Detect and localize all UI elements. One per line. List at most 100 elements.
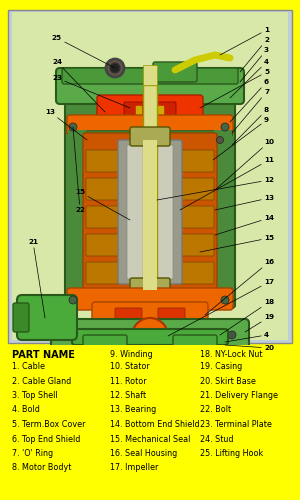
Text: 25: 25 xyxy=(52,35,115,68)
Text: 18. NY-Lock Nut: 18. NY-Lock Nut xyxy=(200,350,262,359)
Text: 3: 3 xyxy=(240,47,269,82)
Text: 20. Skirt Base: 20. Skirt Base xyxy=(200,376,256,386)
Text: 10. Stator: 10. Stator xyxy=(110,362,150,371)
FancyBboxPatch shape xyxy=(177,150,214,172)
Bar xyxy=(143,140,157,290)
Text: 2: 2 xyxy=(240,37,269,72)
Bar xyxy=(136,106,141,116)
FancyBboxPatch shape xyxy=(177,206,214,228)
Text: 2. Cable Gland: 2. Cable Gland xyxy=(12,376,71,386)
Circle shape xyxy=(221,123,229,131)
Bar xyxy=(143,85,157,325)
Bar xyxy=(12,12,288,340)
FancyBboxPatch shape xyxy=(86,178,123,200)
FancyBboxPatch shape xyxy=(68,130,232,135)
Text: 13: 13 xyxy=(215,195,274,210)
Text: 15: 15 xyxy=(75,189,130,220)
Circle shape xyxy=(64,331,72,339)
Text: 4: 4 xyxy=(225,332,269,342)
Text: 8. Motor Bodyt: 8. Motor Bodyt xyxy=(12,464,71,472)
Text: 12: 12 xyxy=(157,177,274,200)
Text: 23. Terminal Plate: 23. Terminal Plate xyxy=(200,420,272,429)
FancyBboxPatch shape xyxy=(86,234,123,256)
Circle shape xyxy=(110,63,120,73)
Circle shape xyxy=(91,331,99,339)
Text: 8: 8 xyxy=(232,107,269,145)
FancyBboxPatch shape xyxy=(130,278,170,297)
FancyBboxPatch shape xyxy=(92,302,208,328)
Bar xyxy=(68,130,86,290)
Text: 5. Term.Box Cover: 5. Term.Box Cover xyxy=(12,420,85,429)
Text: 4: 4 xyxy=(230,59,269,98)
FancyBboxPatch shape xyxy=(177,178,214,200)
Text: 6: 6 xyxy=(230,79,269,122)
FancyBboxPatch shape xyxy=(158,308,185,324)
Text: 16: 16 xyxy=(205,259,274,315)
Text: 6. Top End Shield: 6. Top End Shield xyxy=(12,434,80,444)
Text: 15. Mechanical Seal: 15. Mechanical Seal xyxy=(110,434,190,444)
Circle shape xyxy=(106,59,124,77)
Text: 1. Cable: 1. Cable xyxy=(12,362,45,371)
Text: 19: 19 xyxy=(245,314,274,332)
FancyBboxPatch shape xyxy=(67,115,233,135)
FancyBboxPatch shape xyxy=(118,140,182,284)
Text: 3. Top Shell: 3. Top Shell xyxy=(12,391,58,400)
Text: 13. Bearing: 13. Bearing xyxy=(110,406,156,414)
FancyBboxPatch shape xyxy=(86,206,123,228)
FancyBboxPatch shape xyxy=(51,319,249,349)
Text: 12. Shaft: 12. Shaft xyxy=(110,391,146,400)
FancyBboxPatch shape xyxy=(86,262,123,284)
Bar xyxy=(214,130,232,290)
FancyBboxPatch shape xyxy=(177,262,214,284)
Circle shape xyxy=(201,331,209,339)
Text: 13: 13 xyxy=(45,109,87,140)
Text: 11. Rotor: 11. Rotor xyxy=(110,376,147,386)
Bar xyxy=(158,106,163,116)
Text: 4. Bold: 4. Bold xyxy=(12,406,40,414)
Circle shape xyxy=(132,318,168,354)
Circle shape xyxy=(228,331,236,339)
Text: 10: 10 xyxy=(215,139,274,190)
FancyBboxPatch shape xyxy=(127,145,173,279)
FancyBboxPatch shape xyxy=(115,308,142,324)
Text: 7. 'O' Ring: 7. 'O' Ring xyxy=(12,449,53,458)
Circle shape xyxy=(217,136,224,143)
Text: 9: 9 xyxy=(213,117,269,160)
Bar xyxy=(0,345,300,500)
Text: 7: 7 xyxy=(232,89,269,133)
Text: 11: 11 xyxy=(180,157,274,210)
FancyBboxPatch shape xyxy=(72,329,228,345)
Text: 5: 5 xyxy=(200,69,269,108)
Bar xyxy=(143,65,157,85)
FancyBboxPatch shape xyxy=(124,102,176,119)
Text: 23: 23 xyxy=(52,75,130,108)
Text: 19. Casing: 19. Casing xyxy=(200,362,242,371)
Circle shape xyxy=(69,296,77,304)
Text: 1: 1 xyxy=(220,27,269,55)
Bar xyxy=(65,308,75,330)
FancyBboxPatch shape xyxy=(17,295,77,340)
FancyBboxPatch shape xyxy=(65,82,235,308)
FancyBboxPatch shape xyxy=(13,303,29,332)
Text: 22. Bolt: 22. Bolt xyxy=(200,406,231,414)
FancyBboxPatch shape xyxy=(62,68,238,84)
Text: 21. Delivery Flange: 21. Delivery Flange xyxy=(200,391,278,400)
Circle shape xyxy=(69,123,77,131)
Text: 17. Impeller: 17. Impeller xyxy=(110,464,158,472)
Text: 17: 17 xyxy=(168,279,274,336)
Text: 21: 21 xyxy=(28,239,45,318)
Text: 22: 22 xyxy=(73,127,85,213)
Text: 20: 20 xyxy=(225,345,274,351)
Bar xyxy=(8,10,292,343)
FancyBboxPatch shape xyxy=(86,150,123,172)
Text: 24: 24 xyxy=(52,59,105,112)
Text: 18: 18 xyxy=(220,299,274,335)
Circle shape xyxy=(221,296,229,304)
FancyBboxPatch shape xyxy=(173,335,217,347)
Text: 9. Winding: 9. Winding xyxy=(110,350,153,359)
Text: 24. Stud: 24. Stud xyxy=(200,434,233,444)
Text: 16. Seal Housing: 16. Seal Housing xyxy=(110,449,177,458)
Text: PART NAME: PART NAME xyxy=(12,350,75,360)
FancyBboxPatch shape xyxy=(130,127,170,146)
FancyBboxPatch shape xyxy=(83,133,217,292)
